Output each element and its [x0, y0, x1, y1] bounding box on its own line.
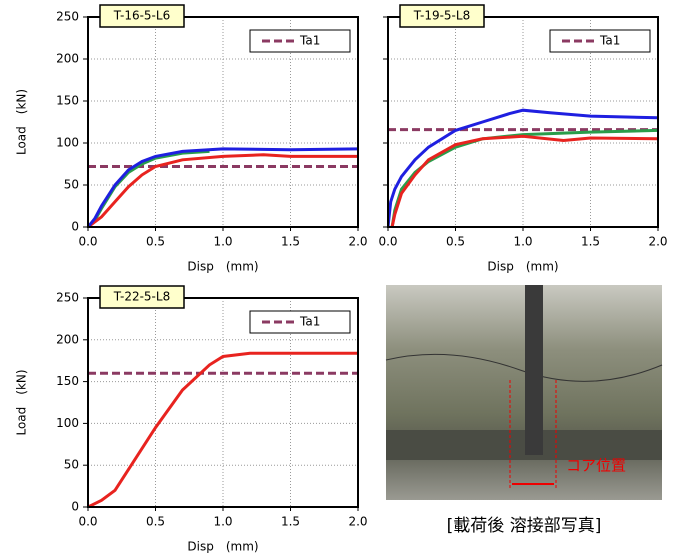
y-axis-label: Load (kN) [15, 89, 29, 155]
x-tick-label: 2.0 [348, 515, 367, 529]
chart-title: T-19-5-L8 [413, 9, 470, 23]
legend-label: Ta1 [599, 34, 620, 48]
chart: 0 50 100 150 200 250 0.0 0.5 1.0 1.5 2.0 T-16-5-L6 T… [15, 5, 368, 274]
legend-label: Ta1 [299, 315, 320, 329]
chart: 0.0 0.5 1.0 1.5 2.0 T-19-5-L8 Ta1 Disp (mm) [378, 5, 667, 274]
y-tick-label: 150 [56, 94, 79, 108]
y-tick-label: 250 [56, 291, 79, 305]
x-tick-label: 1.5 [581, 235, 600, 249]
photo-caption: [載荷後 溶接部写真] [447, 516, 602, 536]
x-tick-label: 1.0 [213, 235, 232, 249]
y-tick-label: 100 [56, 416, 79, 430]
chart: 0 50 100 150 200 250 0.0 0.5 1.0 1.5 2.0 T-22-5-L8 T… [15, 286, 368, 554]
x-axis-label: Disp (mm) [487, 260, 558, 274]
x-tick-label: 2.0 [348, 235, 367, 249]
figure: コア位置 [載荷後 溶接部写真] 0 50 100 150 200 250 0.0 0.5 1.… [0, 0, 683, 556]
y-tick-label: 50 [64, 178, 79, 192]
steel-plate [386, 430, 662, 460]
x-tick-label: 1.0 [513, 235, 532, 249]
x-tick-label: 1.5 [281, 235, 300, 249]
x-tick-label: 0.5 [146, 515, 165, 529]
chart-title: T-16-5-L6 [113, 9, 170, 23]
legend-label: Ta1 [299, 34, 320, 48]
x-tick-label: 0.5 [446, 235, 465, 249]
photo-label: コア位置 [566, 457, 626, 475]
y-tick-label: 200 [56, 52, 79, 66]
x-axis-label: Disp (mm) [187, 260, 258, 274]
y-tick-label: 200 [56, 332, 79, 346]
x-tick-label: 0.0 [78, 515, 97, 529]
photo: コア位置 [載荷後 溶接部写真] [386, 285, 662, 536]
x-axis-label: Disp (mm) [187, 540, 258, 554]
y-tick-label: 100 [56, 136, 79, 150]
x-tick-label: 1.5 [281, 515, 300, 529]
y-tick-label: 0 [71, 500, 79, 514]
x-tick-label: 2.0 [648, 235, 667, 249]
x-tick-label: 0.0 [78, 235, 97, 249]
x-tick-label: 1.0 [213, 515, 232, 529]
y-tick-label: 250 [56, 10, 79, 24]
core-drill [525, 285, 543, 455]
x-tick-label: 0.5 [146, 235, 165, 249]
chart-title: T-22-5-L8 [113, 290, 170, 304]
y-tick-label: 0 [71, 220, 79, 234]
y-axis-label: Load (kN) [15, 369, 29, 435]
y-tick-label: 50 [64, 458, 79, 472]
y-tick-label: 150 [56, 374, 79, 388]
x-tick-label: 0.0 [378, 235, 397, 249]
